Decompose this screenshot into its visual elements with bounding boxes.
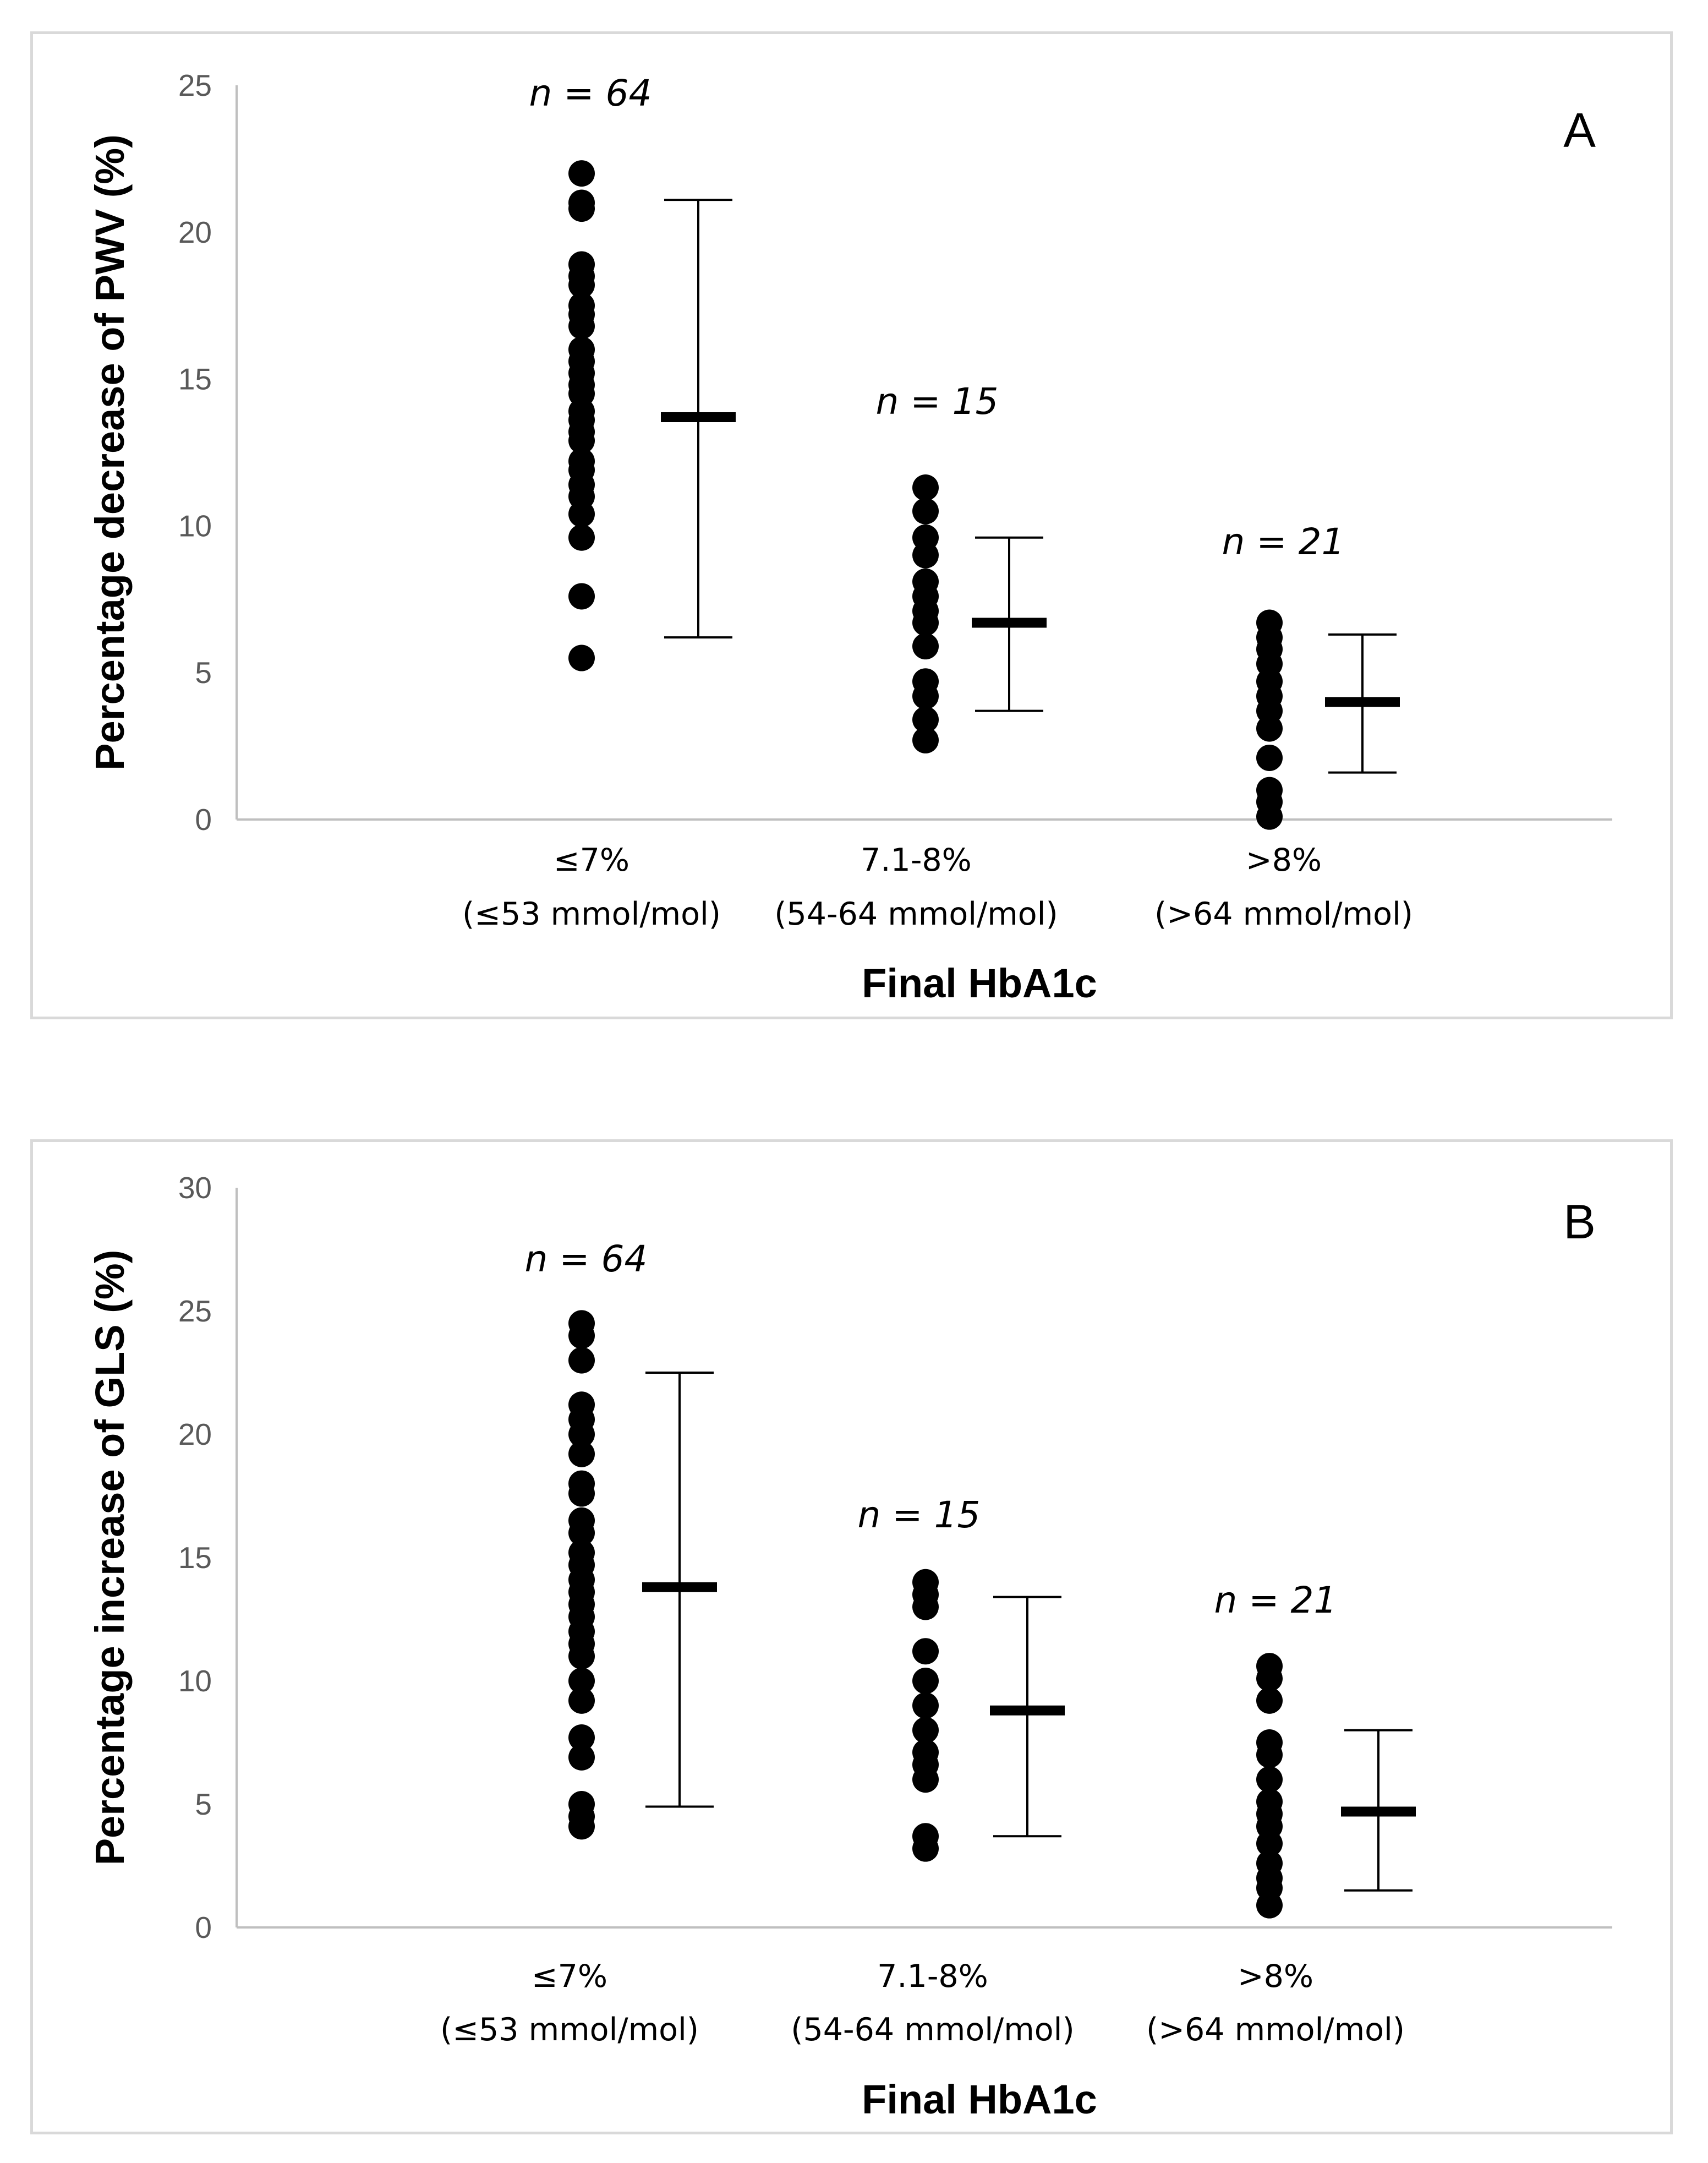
panel-label: A: [1563, 103, 1596, 157]
data-point: [912, 633, 939, 660]
data-point: [568, 1322, 595, 1349]
data-point: [568, 195, 595, 222]
data-point: [568, 583, 595, 610]
data-point: [912, 1835, 939, 1862]
y-tick-label: 20: [178, 215, 212, 249]
y-tick-label: 0: [195, 802, 212, 837]
data-point: [1256, 1766, 1283, 1793]
x-axis-title: Final HbA1c: [862, 960, 1097, 1006]
x-category-label: >8%: [1246, 842, 1322, 878]
data-point: [1256, 1687, 1283, 1714]
y-axis-title: Percentage decrease of PWV (%): [87, 134, 133, 771]
x-category-sublabel: (>64 mmol/mol): [1154, 896, 1413, 932]
y-tick-label: 10: [178, 1664, 212, 1698]
y-tick-label: 25: [178, 1294, 212, 1328]
x-category-label: ≤7%: [532, 1958, 607, 1995]
x-category-sublabel: (≤53 mmol/mol): [462, 896, 721, 932]
data-point: [912, 682, 939, 709]
data-point: [912, 706, 939, 733]
y-tick-label: 5: [195, 656, 212, 690]
data-point: [912, 498, 939, 525]
group-n-label: n = 15: [857, 1494, 980, 1536]
data-point: [568, 524, 595, 551]
group-n-label: n = 64: [529, 72, 652, 114]
data-point: [912, 727, 939, 753]
chart-panel-a: 0 5 10 15 20 25 Percentage decrease of PWV (%)…: [30, 31, 1673, 1019]
chart-panel-b: 0 5 10 15 20 25 30 Percentage increase of GLS (…: [30, 1139, 1673, 2134]
data-point: [912, 1717, 939, 1744]
data-point: [568, 1421, 595, 1448]
x-category-label: >8%: [1238, 1958, 1313, 1995]
data-point: [568, 1480, 595, 1507]
group-n-label: n = 64: [524, 1238, 647, 1280]
data-point: [1256, 1665, 1283, 1692]
y-tick-label: 20: [178, 1417, 212, 1451]
data-point: [568, 313, 595, 340]
data-point: [568, 1643, 595, 1670]
group-n-label: n = 21: [1222, 521, 1344, 563]
data-point: [912, 609, 939, 636]
data-point: [912, 1593, 939, 1620]
x-category-sublabel: (>64 mmol/mol): [1146, 2012, 1405, 2048]
x-axis-title: Final HbA1c: [862, 2077, 1097, 2122]
data-point: [1256, 1830, 1283, 1857]
data-point: [568, 1347, 595, 1374]
data-point: [568, 271, 595, 298]
data-point: [1256, 1741, 1283, 1768]
data-point: [568, 501, 595, 528]
data-point: [912, 1638, 939, 1665]
x-category-sublabel: (≤53 mmol/mol): [440, 2012, 699, 2048]
y-tick-label: 10: [178, 509, 212, 543]
data-point: [1256, 744, 1283, 771]
data-point: [568, 644, 595, 671]
y-tick-label: 15: [178, 362, 212, 396]
data-point: [1256, 1892, 1283, 1919]
data-point: [568, 1744, 595, 1771]
data-point: [568, 1813, 595, 1840]
data-point: [912, 1766, 939, 1793]
data-point: [568, 1724, 595, 1751]
panel-label: B: [1563, 1194, 1596, 1249]
data-point: [1256, 715, 1283, 742]
data-point: [568, 427, 595, 454]
data-point: [912, 474, 939, 501]
group-n-label: n = 15: [875, 380, 998, 423]
data-point: [568, 160, 595, 187]
y-tick-label: 25: [178, 68, 212, 102]
x-category-label: 7.1-8%: [861, 842, 972, 878]
y-tick-label: 15: [178, 1541, 212, 1575]
chart-svg-a: 0 5 10 15 20 25 Percentage decrease of PWV (%)…: [87, 68, 1612, 1006]
data-point: [912, 542, 939, 569]
y-axis-title: Percentage increase of GLS (%): [87, 1250, 133, 1866]
x-category-label: 7.1-8%: [877, 1958, 988, 1995]
x-category-sublabel: (54-64 mmol/mol): [791, 2012, 1074, 2048]
chart-svg-b: 0 5 10 15 20 25 30 Percentage increase of GLS (…: [87, 1171, 1612, 2122]
group-n-label: n = 21: [1214, 1579, 1337, 1621]
data-point: [568, 1520, 595, 1547]
y-tick-label: 5: [195, 1787, 212, 1821]
y-tick-label: 30: [178, 1171, 212, 1205]
x-category-label: ≤7%: [554, 842, 629, 878]
y-tick-label: 0: [195, 1910, 212, 1944]
x-category-sublabel: (54-64 mmol/mol): [774, 896, 1058, 932]
data-point: [912, 1668, 939, 1694]
data-point: [568, 1440, 595, 1467]
data-point: [568, 1668, 595, 1694]
data-point: [1256, 803, 1283, 830]
data-point: [568, 1687, 595, 1714]
data-point: [912, 1692, 939, 1719]
